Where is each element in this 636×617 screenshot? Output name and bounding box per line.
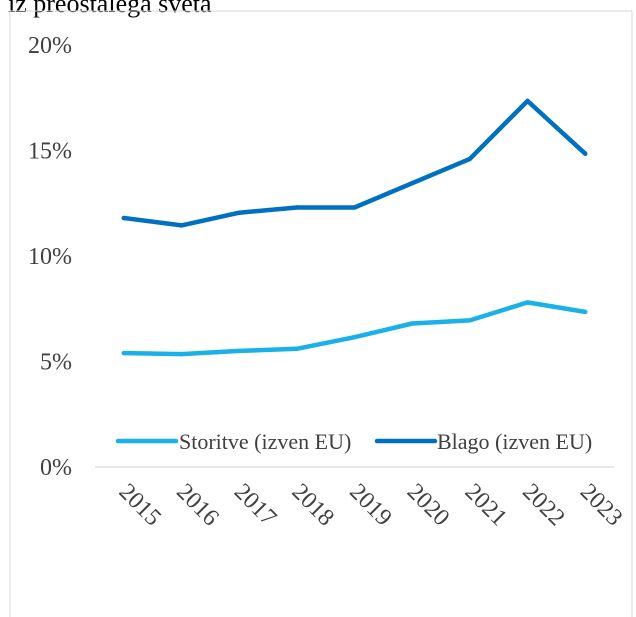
data-point [236, 210, 242, 215]
x-tick-label: 2019 [344, 479, 396, 531]
data-point [352, 335, 357, 340]
x-tick-label: 2016 [171, 479, 223, 531]
data-point [179, 223, 184, 228]
data-point [294, 346, 300, 352]
series-line-storitve [121, 300, 588, 357]
data-point [467, 156, 473, 162]
y-axis-ticks: 0% 5% 10% 15% 20% [28, 33, 72, 481]
data-point [179, 351, 184, 357]
y-tick-label: 10% [28, 244, 72, 270]
legend-label: Blago (izven EU) [437, 429, 592, 454]
data-point [582, 309, 588, 315]
x-tick-label: 2022 [517, 479, 569, 531]
chart-title: iz preostalega sveta [8, 0, 212, 18]
data-point [525, 98, 530, 104]
data-point [121, 215, 127, 221]
data-point [409, 181, 415, 186]
y-tick-label: 0% [40, 455, 72, 481]
x-tick-label: 2021 [460, 479, 512, 531]
y-tick-label: 20% [28, 33, 72, 59]
data-point [409, 321, 415, 326]
data-point [582, 151, 588, 156]
series-group [121, 98, 588, 357]
legend: Storitve (izven EU) Blago (izven EU) [115, 429, 592, 454]
data-point [467, 318, 473, 323]
y-tick-label: 15% [28, 139, 72, 165]
data-point [525, 300, 530, 305]
x-axis-ticks: 2015 2016 2017 2018 2019 2020 2021 2022 2023 [114, 479, 628, 531]
data-point [294, 205, 300, 210]
data-point [236, 348, 242, 354]
x-tick-label: 2017 [229, 479, 281, 531]
data-point [121, 350, 127, 356]
x-tick-label: 2018 [287, 479, 339, 531]
data-point [352, 205, 357, 210]
x-tick-label: 2023 [575, 479, 627, 531]
x-tick-label: 2020 [402, 479, 454, 531]
legend-label: Storitve (izven EU) [179, 429, 351, 454]
y-tick-label: 5% [40, 350, 72, 376]
x-tick-label: 2015 [114, 479, 166, 531]
